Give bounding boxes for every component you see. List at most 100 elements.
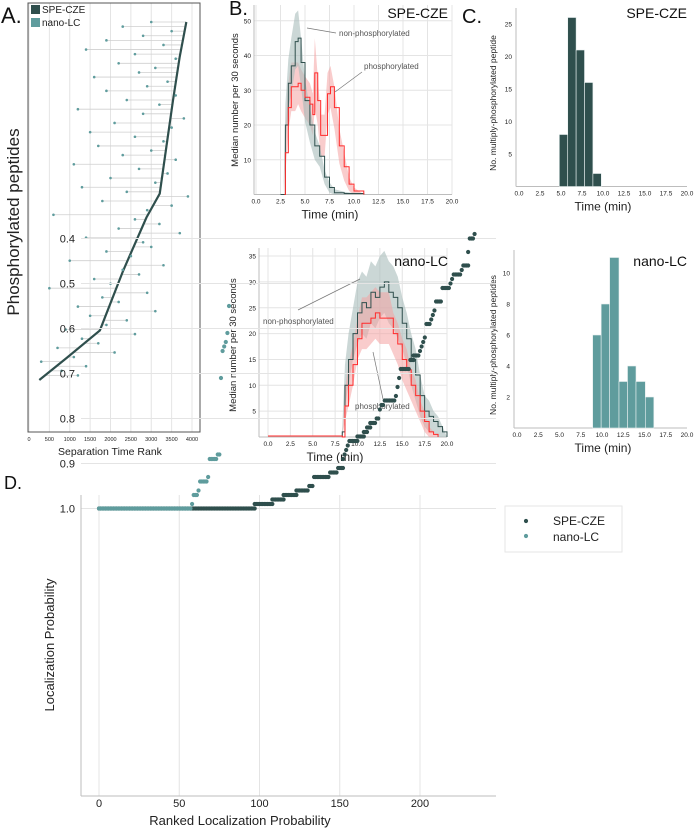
x-tick-label: 10.0 <box>597 191 610 198</box>
SPE-CZE-point <box>377 407 382 412</box>
nano-lc-point <box>137 71 141 74</box>
phosphorylated-median-line <box>284 72 365 195</box>
nano-LC-point <box>194 492 200 498</box>
nano-lc-point <box>64 328 67 331</box>
x-tick-label: 0.0 <box>512 432 521 439</box>
nano-lc-point <box>88 130 92 134</box>
SPE-CZE-point <box>361 434 366 439</box>
SPE-CZE-point <box>345 443 350 448</box>
nano-lc-point <box>154 66 157 70</box>
SPE-CZE-point <box>466 249 471 255</box>
nano-lc-point <box>105 323 108 327</box>
nano-lc-point <box>129 254 133 258</box>
nano-lc-point <box>154 181 157 184</box>
x-tick-label: 150 <box>331 798 349 810</box>
nano-lc-point <box>162 43 165 47</box>
x-tick-label: 0.0 <box>514 191 523 198</box>
nano-LC-point <box>226 303 232 309</box>
y-tick-label: 0.7 <box>60 369 75 381</box>
annotation-label: non-phosphorylated <box>339 29 410 38</box>
x-tick-label: 100 <box>250 798 268 810</box>
y-tick-label: 50 <box>244 18 252 25</box>
nano-lc-point <box>48 286 51 290</box>
nano-lc-point <box>80 185 84 189</box>
SPE-CZE-point <box>294 492 299 498</box>
nano-LC-point <box>196 488 201 493</box>
y-axis-label: Median number per 30 seconds <box>228 278 239 412</box>
x-tick-label: 2.5 <box>286 441 295 448</box>
nano-lc-point <box>166 172 169 175</box>
nano-lc-point <box>92 75 96 79</box>
nano-lc-point <box>137 167 141 171</box>
y-axis-label: No. multiply-phosphorylated peptides <box>488 275 498 415</box>
SPE-CZE-point <box>430 312 435 318</box>
x-tick-label: 0.0 <box>251 199 260 206</box>
SPE-CZE-point <box>448 281 453 286</box>
histogram-bar <box>618 381 628 429</box>
legend-label-nano-lc: nano-LC <box>553 530 599 544</box>
nano-lc-point <box>158 103 161 106</box>
x-tick-label: 5.0 <box>300 199 309 206</box>
nano-lc-point <box>56 346 59 350</box>
x-tick-label: 15.0 <box>396 441 409 448</box>
nano-lc-point <box>170 29 173 33</box>
x-axis-label: Time (min) <box>575 441 632 455</box>
legend-label-spe-cze: SPE-CZE <box>553 514 605 528</box>
nano-lc-point <box>141 34 145 38</box>
legend-box <box>504 505 623 553</box>
SPE-CZE-point <box>340 456 346 462</box>
x-tick-label: 1000 <box>64 437 76 443</box>
x-tick-label: 10.0 <box>596 432 609 439</box>
y-tick-label: 0.8 <box>60 414 75 426</box>
nano-lc-point <box>125 190 129 194</box>
SPE-CZE-point <box>281 497 286 502</box>
nano-lc-point <box>88 314 92 318</box>
SPE-CZE-point <box>364 429 370 435</box>
y-tick-label: 4 <box>506 364 510 371</box>
x-axis-label: Separation Time Rank <box>58 446 163 458</box>
SPE-CZE-point <box>472 231 477 237</box>
nano-lc-point <box>117 62 120 65</box>
y-tick-label: 5 <box>508 152 512 159</box>
y-tick-label: 35 <box>249 254 257 261</box>
y-axis-label: Phosphorylated peptides <box>4 128 23 315</box>
non-phosphorylated-median-line <box>280 37 365 195</box>
SPE-CZE-point <box>470 236 476 241</box>
x-tick-label: 3000 <box>145 437 157 443</box>
x-tick-label: 12.5 <box>618 191 631 198</box>
nano-lc-point <box>117 227 120 230</box>
annotation-pointer <box>297 278 361 311</box>
x-tick-label: 10.0 <box>351 441 364 448</box>
y-tick-label: 0.6 <box>60 324 75 336</box>
nano-lc-point <box>76 107 80 111</box>
x-tick-label: 7.5 <box>577 191 586 198</box>
x-tick-label: 12.5 <box>374 441 387 448</box>
SPE-CZE-point <box>310 483 315 489</box>
nano-lc-point <box>121 153 125 157</box>
nano-lc-point <box>141 112 145 116</box>
panel-title: nano-LC <box>633 253 687 269</box>
x-tick-label: 17.5 <box>660 191 673 198</box>
histogram-bar <box>567 17 577 187</box>
SPE-CZE-point <box>340 465 346 471</box>
nano-lc-point <box>149 20 153 24</box>
y-axis-label: Median number per 30 seconds <box>230 33 241 167</box>
y-tick-label: 20 <box>249 331 257 338</box>
x-axis-label: Time (min) <box>302 208 359 222</box>
y-tick-label: 20 <box>244 123 252 130</box>
y-tick-label: 10 <box>503 271 511 278</box>
nano-lc-point <box>170 204 173 207</box>
x-tick-label: 2.5 <box>276 199 285 206</box>
nano-lc-point <box>137 273 141 276</box>
nano-lc-point <box>141 241 145 244</box>
SPE-CZE-point <box>406 366 411 372</box>
x-tick-label: 0 <box>27 437 30 443</box>
x-tick-label: 5.0 <box>555 432 564 439</box>
histogram-bar <box>609 257 620 429</box>
x-tick-label: 12.5 <box>617 432 630 439</box>
histogram-bar <box>645 396 655 429</box>
panel-title: nano-LC <box>394 253 448 269</box>
nano-lc-point <box>158 222 161 226</box>
y-tick-label: 0.4 <box>60 234 75 246</box>
x-tick-label: 2000 <box>104 437 116 443</box>
